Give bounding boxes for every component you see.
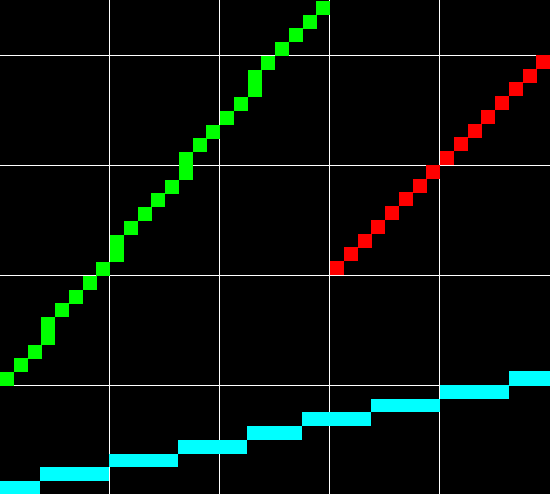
red-pixel — [413, 179, 427, 193]
green-pixel — [138, 207, 152, 221]
red-pixel — [495, 96, 509, 110]
green-pixel — [124, 221, 138, 235]
grid-line-vertical — [439, 0, 440, 494]
green-pixel — [83, 276, 97, 290]
cyan-step-segment — [40, 467, 109, 481]
grid-line-horizontal — [0, 275, 550, 276]
green-pixel — [248, 70, 262, 84]
grid-line-horizontal — [0, 385, 550, 386]
red-pixel — [523, 69, 537, 83]
grid-line-horizontal — [0, 165, 550, 166]
green-pixel — [28, 345, 42, 359]
green-pixel — [14, 358, 28, 372]
green-pixel — [55, 303, 69, 317]
red-pixel — [371, 220, 385, 234]
green-pixel — [206, 125, 220, 139]
red-pixel — [385, 206, 399, 220]
green-pixel — [151, 193, 165, 207]
green-pixel — [248, 83, 262, 97]
cyan-step-segment — [178, 440, 247, 454]
green-pixel — [193, 138, 207, 152]
red-pixel — [536, 55, 550, 69]
green-pixel — [41, 331, 55, 345]
green-pixel — [110, 248, 124, 262]
green-pixel — [234, 97, 248, 111]
green-pixel — [303, 15, 317, 29]
green-pixel — [0, 372, 14, 386]
cyan-step-segment — [440, 385, 509, 399]
green-pixel — [165, 180, 179, 194]
green-pixel — [69, 290, 83, 304]
red-pixel — [509, 82, 523, 96]
red-pixel — [426, 165, 440, 179]
cyan-step-segment — [247, 426, 302, 440]
red-pixel — [481, 110, 495, 124]
green-pixel — [110, 235, 124, 249]
grid-line-vertical — [329, 0, 330, 494]
red-pixel — [358, 234, 372, 248]
green-pixel — [275, 42, 289, 56]
green-pixel — [220, 111, 234, 125]
cyan-step-segment — [302, 412, 371, 426]
cyan-step-segment — [371, 399, 440, 412]
red-pixel — [454, 137, 468, 151]
red-pixel — [330, 261, 344, 275]
green-pixel — [179, 166, 193, 180]
cyan-step-segment — [509, 371, 550, 386]
red-pixel — [344, 247, 358, 261]
green-pixel — [41, 317, 55, 331]
green-pixel — [96, 262, 110, 276]
green-pixel — [289, 28, 303, 42]
green-pixel — [179, 152, 193, 166]
cyan-step-segment — [0, 481, 40, 494]
green-pixel — [261, 56, 275, 70]
red-pixel — [468, 124, 482, 138]
green-pixel — [316, 1, 330, 15]
cyan-staircase-line — [0, 371, 550, 494]
grid-line-vertical — [219, 0, 220, 494]
red-pixel — [399, 192, 413, 206]
red-pixel — [440, 151, 454, 165]
green-staircase-line — [0, 1, 330, 386]
red-staircase-line — [330, 55, 550, 275]
cyan-step-segment — [109, 454, 178, 467]
grid-line-vertical — [109, 0, 110, 494]
